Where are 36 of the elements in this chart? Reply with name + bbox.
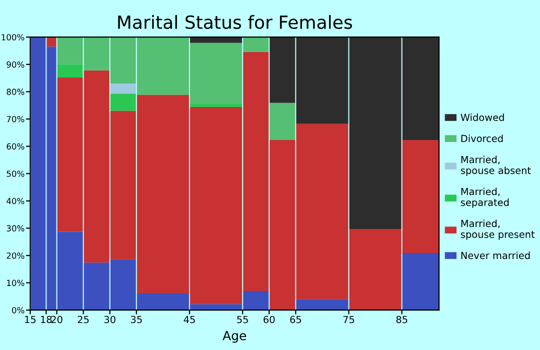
legend-label: Married, spouse present xyxy=(460,220,535,240)
legend-label: Married, separated xyxy=(460,188,509,208)
legend-label: Widowed xyxy=(460,114,504,122)
x-tick-label: 25 xyxy=(78,316,89,324)
y-tick-label: 90% xyxy=(6,61,24,68)
y-tick-label: 0% xyxy=(12,307,24,314)
x-tick-label: 65 xyxy=(290,316,302,324)
x-tick-label: 35 xyxy=(130,316,142,324)
x-axis-title: Age xyxy=(222,331,246,343)
legend-label: Never married xyxy=(461,252,530,260)
x-tick-label: 15 xyxy=(25,316,36,324)
y-tick-label: 80% xyxy=(6,88,24,95)
bar xyxy=(110,94,136,111)
x-tick-label: 60 xyxy=(264,316,275,324)
x-tick-label: 55 xyxy=(237,316,248,324)
legend-label: Married, spouse absent xyxy=(460,156,531,176)
bar xyxy=(270,102,296,140)
y-tick-label: 10% xyxy=(7,280,24,286)
y-tick-label: 50% xyxy=(6,170,24,177)
y-tick-label: 20% xyxy=(6,252,24,259)
bar xyxy=(110,84,136,94)
x-tick-label: 75 xyxy=(343,316,354,324)
x-tick-label: 20 xyxy=(51,316,62,324)
legend-label: Divorced xyxy=(461,134,503,142)
bar xyxy=(190,37,242,43)
y-tick-label: 30% xyxy=(6,225,24,232)
x-tick-label: 85 xyxy=(396,316,408,324)
y-tick-label: 70% xyxy=(6,116,24,122)
bar xyxy=(57,64,83,78)
x-tick-label: 45 xyxy=(184,316,195,324)
y-tick-label: 100% xyxy=(2,34,24,40)
x-tick-label: 30 xyxy=(104,316,116,324)
chart-title: Marital Status for Females xyxy=(118,15,352,30)
y-tick-label: 60% xyxy=(6,143,24,150)
x-tick-label: 18 xyxy=(41,316,52,324)
y-tick-label: 40% xyxy=(6,198,24,204)
